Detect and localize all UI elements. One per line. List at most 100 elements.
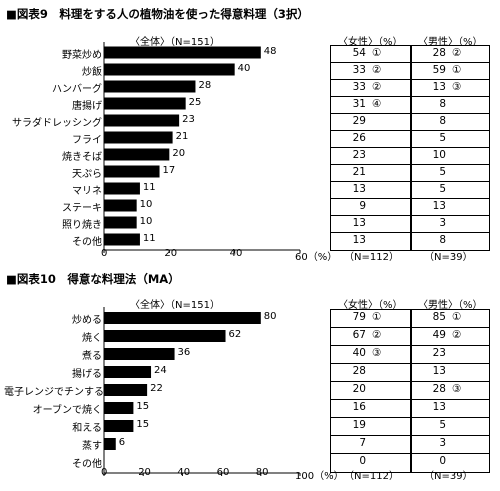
bar [104,131,173,144]
table-row-divider [410,453,490,454]
table-row-divider [330,147,412,148]
table-cell-value: 21 [352,165,366,178]
x-tick-label: 40 [229,248,243,259]
category-label: マリネ [72,185,102,197]
table-row-divider [410,345,490,346]
bar-value-label: 6 [118,437,126,448]
table-cell-value: 13 [352,233,366,246]
bar-value-label: 17 [162,164,176,176]
table-cell-value: 0 [359,455,366,467]
rank-badge: ② [452,329,462,341]
bar-value-label: 10 [139,215,153,227]
bar [104,148,170,161]
table-row-divider [330,381,412,382]
table-cell-value: 8 [439,97,446,110]
table-row-divider [410,363,490,364]
table-cell-value: 5 [439,165,446,178]
table-cell-value: 10 [432,148,446,161]
table-row-divider [410,96,490,97]
table-cell-value: 67 [352,329,366,341]
category-label: 天ぷら [72,168,102,180]
bar [104,80,196,93]
category-label: 炒飯 [82,66,102,78]
category-label: 唐揚げ [72,100,102,112]
bar [104,366,152,378]
table-row-divider [410,62,490,63]
table-row-divider [330,198,412,199]
table-cell-value: 19 [352,419,366,431]
bar-value-label: 40 [237,62,251,74]
table-row-divider [410,215,490,216]
category-label: 揚げる [72,369,102,380]
table-cell-value: 28 [432,383,446,395]
table-row-divider [410,399,490,400]
table-cell-value: 0 [439,455,446,467]
table-cell-value: 28 [352,365,366,377]
category-label: 炒める [72,315,102,326]
x-tick-label: 20 [164,248,178,259]
rank-badge: ② [452,46,462,59]
table-footer: （N=39） [424,252,473,263]
table-header: 〈女性〉（%） [338,37,403,48]
bar [104,97,186,110]
bar [104,63,235,76]
chart-title: ■図表10 得意な料理法（MA） [6,272,180,286]
category-label: サラダドレッシング [12,117,102,129]
table-row-divider [410,181,490,182]
table-row-divider [410,417,490,418]
table-cell-value: 13 [432,401,446,413]
bar-value-label: 24 [154,365,167,376]
table-row-divider [330,435,412,436]
breakdown-table [330,45,412,251]
table-row-divider [410,147,490,148]
table-cell-value: 54 [352,46,366,59]
category-label: 照り焼き [62,219,102,231]
table-cell-value: 23 [432,347,446,359]
bar-value-label: 25 [188,96,202,108]
bar [104,233,140,246]
table-cell-value: 33 [352,80,366,93]
table-cell-value: 79 [352,311,366,323]
table-row-divider [330,79,412,80]
rank-badge: ④ [372,97,382,110]
category-label: ハンバーグ [52,83,102,95]
table-cell-value: 5 [439,131,446,144]
table-cell-value: 49 [432,329,446,341]
table-row-divider [410,435,490,436]
table-row-divider [330,62,412,63]
table-row-divider [410,164,490,165]
bar-value-label: 11 [142,232,156,244]
bar-value-label: 80 [263,311,277,322]
table-row-divider [410,113,490,114]
category-label: その他 [72,236,102,248]
table-cell-value: 8 [439,233,446,246]
category-label: 和える [72,423,102,434]
table-cell-value: 13 [432,199,446,212]
bar-value-label: 22 [150,383,163,394]
table-row-divider [330,96,412,97]
rank-badge: ③ [452,383,462,395]
category-label: 電子レンジでチンする [4,387,104,398]
bar [104,165,160,178]
table-cell-value: 5 [439,419,446,431]
bar-value-label: 15 [136,419,150,430]
category-label: 焼きそば [62,151,102,163]
bar [104,420,134,432]
bar [104,312,261,324]
table-header: 〈男性〉（%） [418,300,483,311]
category-label: その他 [72,459,102,470]
rank-badge: ② [372,329,382,341]
category-label: オーブンで焼く [32,405,102,416]
chart-title: ■図表9 料理をする人の植物油を使った得意料理（3択） [6,7,309,21]
table-row-divider [330,345,412,346]
table-row-divider [330,453,412,454]
bar [104,330,226,342]
bar [104,46,261,59]
category-label: 焼く [82,333,102,344]
table-cell-value: 9 [359,199,366,212]
bar-value-label: 28 [198,79,212,91]
table-cell-value: 3 [439,216,446,229]
table-cell-value: 26 [352,131,366,144]
table-row-divider [330,113,412,114]
